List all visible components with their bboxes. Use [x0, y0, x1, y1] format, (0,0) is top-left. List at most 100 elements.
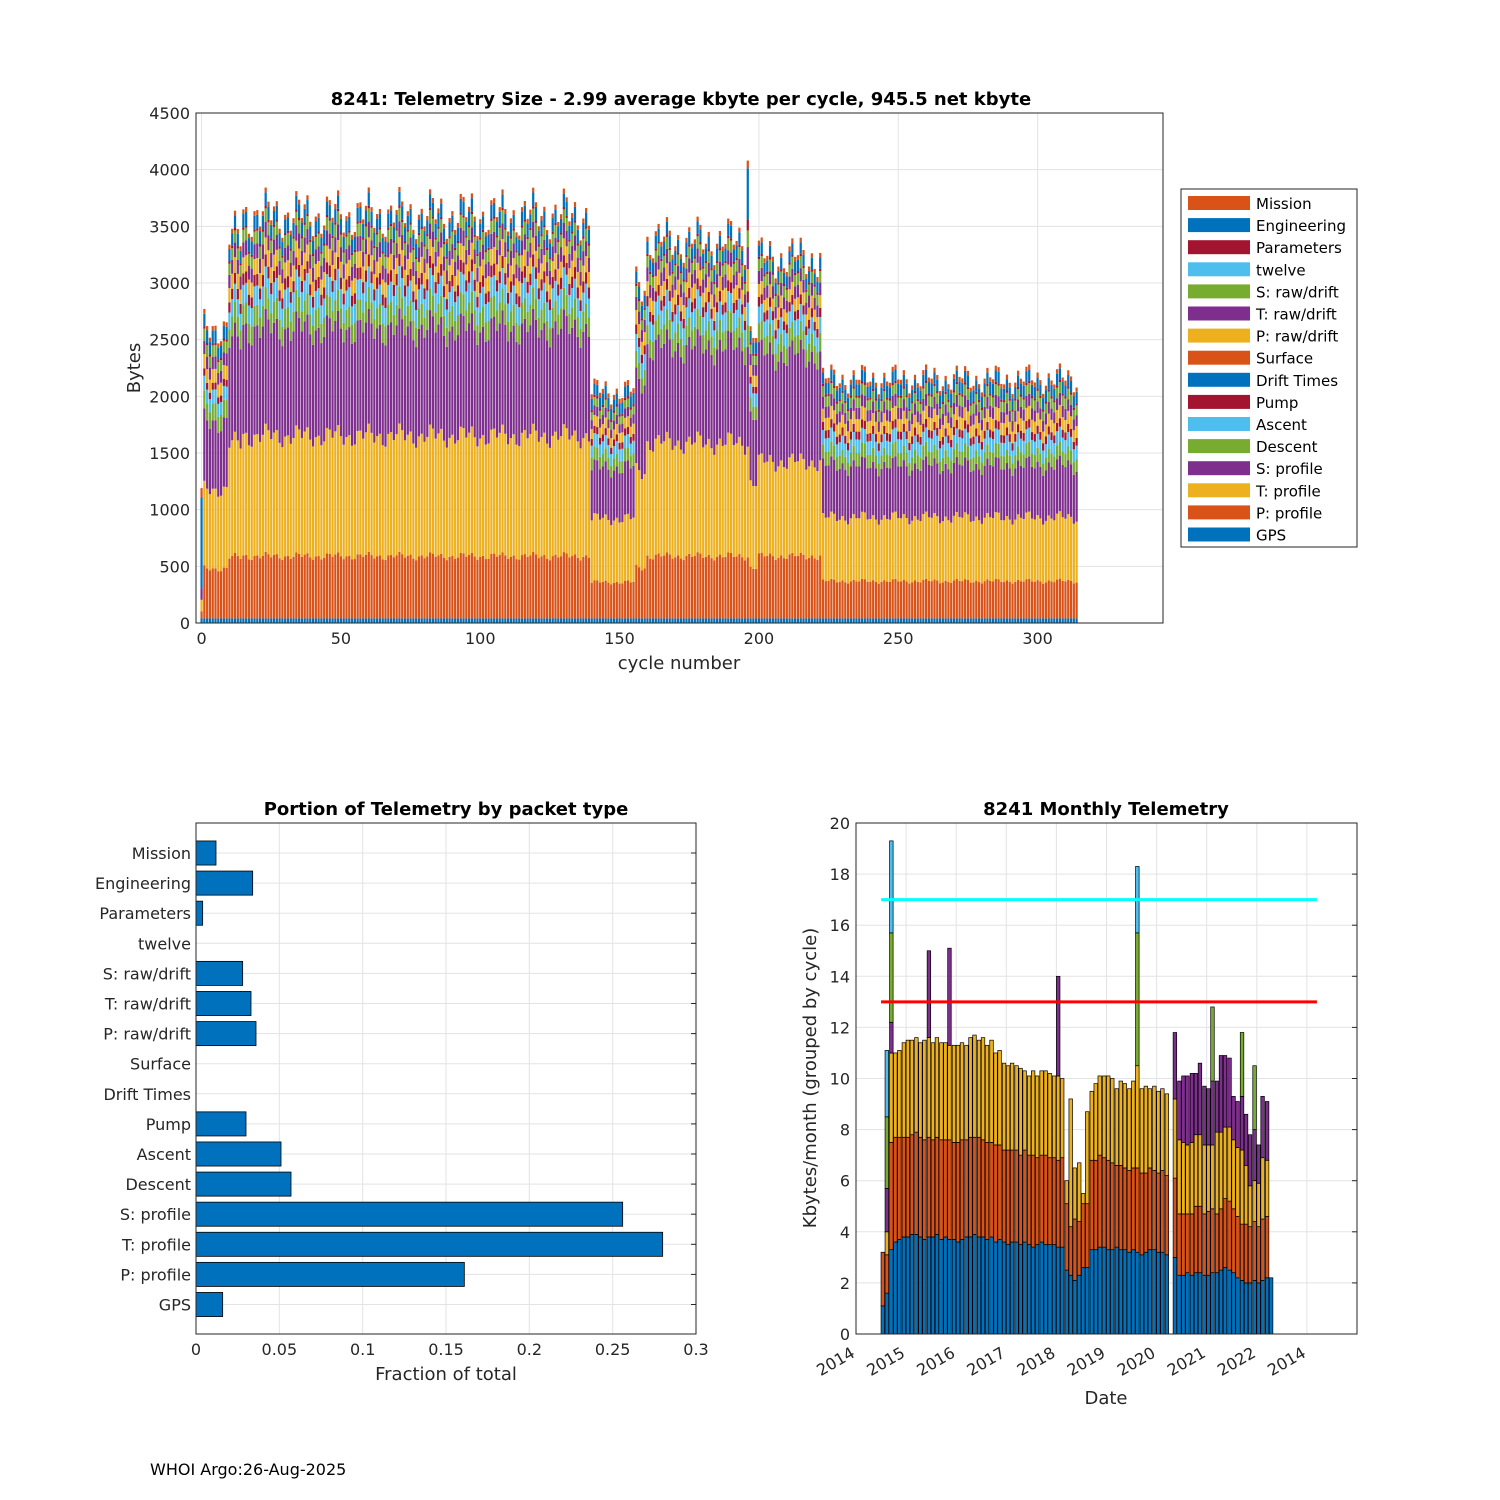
- bar-segment: [1067, 388, 1070, 400]
- bar-segment: [228, 263, 231, 275]
- bar-segment: [849, 395, 852, 398]
- bar-segment: [423, 258, 426, 273]
- bar-segment: [961, 406, 964, 419]
- bar-segment: [1047, 377, 1050, 390]
- bar-segment: [231, 440, 234, 556]
- bar-segment: [768, 323, 772, 343]
- bar-segment: [233, 257, 237, 273]
- bar-segment: [902, 370, 905, 375]
- bar-segment: [936, 403, 939, 416]
- bar-segment: [799, 304, 802, 321]
- bar-segment: [529, 618, 532, 623]
- bar-segment: [757, 297, 761, 307]
- bar-segment: [225, 365, 228, 380]
- bar-segment: [434, 556, 437, 619]
- bar-segment: [1019, 438, 1022, 453]
- bar-segment: [704, 349, 708, 445]
- bar-segment: [465, 221, 468, 236]
- bar-segment: [300, 236, 304, 239]
- bar-segment: [980, 462, 983, 475]
- bar-segment: [860, 618, 864, 623]
- bar-segment: [727, 280, 730, 292]
- bar-segment: [964, 428, 967, 444]
- bar-segment: [1025, 579, 1028, 619]
- bar-segment: [891, 429, 894, 444]
- bar-segment: [671, 321, 674, 340]
- bar-segment: [437, 241, 440, 257]
- bar-segment: [261, 434, 264, 556]
- bar-segment: [546, 320, 549, 341]
- bar-segment: [258, 317, 262, 338]
- bar-segment: [1022, 385, 1025, 398]
- bar-segment: [242, 284, 245, 305]
- bar-segment: [760, 320, 763, 340]
- bar-segment: [916, 519, 919, 582]
- bar-segment: [663, 343, 666, 442]
- bar-segment: [649, 321, 652, 340]
- bar-segment: [763, 258, 766, 263]
- bar-segment: [233, 210, 237, 216]
- bar-segment: [813, 330, 816, 346]
- bar-segment: [376, 234, 379, 247]
- bar-segment: [782, 558, 786, 619]
- bar-segment: [481, 306, 485, 327]
- bar-segment: [958, 437, 961, 451]
- bar-segment: [874, 398, 878, 401]
- bar-segment: [657, 314, 660, 335]
- bar-segment: [1022, 581, 1025, 619]
- bar-segment: [702, 249, 705, 254]
- bar-segment: [749, 353, 752, 366]
- bar-segment: [835, 470, 839, 522]
- bar-segment: [1058, 426, 1062, 442]
- bar-segment: [286, 260, 290, 277]
- bar-segment: [807, 466, 811, 558]
- bar-segment: [950, 427, 953, 440]
- bar-segment: [913, 414, 917, 428]
- bar-segment: [802, 249, 805, 255]
- bar-segment: [1058, 578, 1062, 619]
- bar-segment: [735, 327, 738, 348]
- bar-segment: [947, 388, 950, 400]
- bar-segment: [621, 583, 624, 619]
- bar-segment: [607, 582, 610, 619]
- bar-segment: [980, 430, 983, 442]
- bar-segment: [364, 239, 368, 255]
- bar-segment: [877, 398, 880, 410]
- bar-segment: [975, 516, 978, 581]
- bar-segment: [392, 440, 395, 558]
- bar-segment: [537, 317, 540, 338]
- bar-segment: [1106, 1159, 1111, 1251]
- bar: [195, 840, 217, 866]
- bar-segment: [933, 430, 936, 445]
- bar-segment: [883, 391, 886, 402]
- bar-segment: [724, 444, 727, 557]
- bar-segment: [1039, 419, 1042, 432]
- bar-segment: [626, 406, 630, 417]
- bar-segment: [835, 582, 839, 619]
- bar-segment: [897, 581, 900, 619]
- bar-segment: [612, 470, 616, 521]
- bar-segment: [760, 242, 763, 254]
- bar-segment: [1252, 1065, 1257, 1130]
- bar-segment: [256, 618, 259, 623]
- bar-segment: [286, 287, 290, 307]
- bar-segment: [342, 304, 345, 323]
- bar-segment: [626, 580, 630, 619]
- bar-segment: [830, 405, 833, 420]
- bar-segment: [777, 319, 780, 329]
- bar-segment: [807, 328, 811, 344]
- bar-segment: [1189, 1274, 1195, 1335]
- bar-segment: [968, 1037, 973, 1138]
- bar-segment: [743, 281, 747, 284]
- bar-segment: [462, 230, 465, 246]
- bar-segment: [640, 363, 643, 379]
- bar-segment: [651, 360, 655, 452]
- bar-segment: [392, 295, 395, 315]
- bar-segment: [206, 420, 209, 489]
- bar-segment: [1008, 455, 1011, 469]
- bar-segment: [353, 341, 356, 445]
- bar-segment: [442, 256, 446, 271]
- bar-segment: [930, 465, 933, 518]
- bar-segment: [902, 618, 905, 623]
- legend-swatch: [1188, 483, 1250, 498]
